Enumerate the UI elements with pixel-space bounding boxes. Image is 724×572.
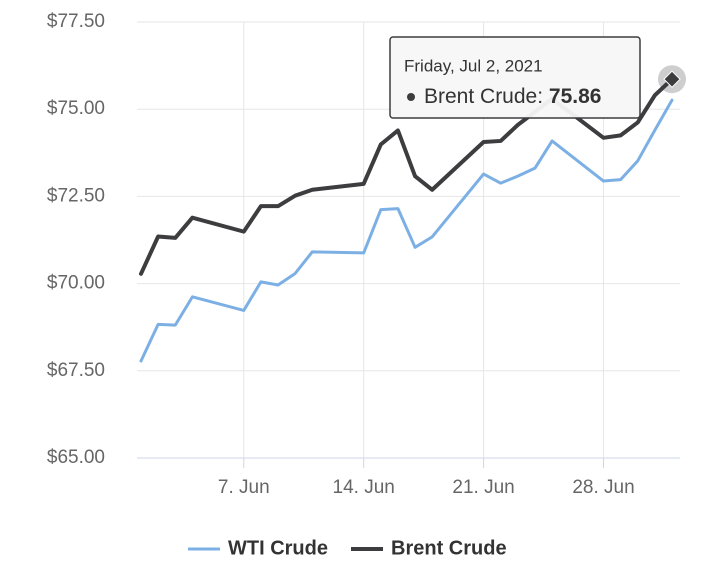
series-line: [139, 77, 674, 276]
tooltip-title: Friday, Jul 2, 2021: [404, 56, 543, 75]
x-tick-label: 7. Jun: [218, 477, 270, 498]
series-line: [139, 98, 674, 363]
tooltip-label: Brent Crude: 75.86: [424, 85, 601, 108]
tooltip-series: Brent Crude:: [424, 85, 543, 108]
y-tick-label: $75.00: [47, 98, 105, 119]
tooltip-dot: [407, 93, 415, 101]
legend-label: WTI Crude: [228, 537, 328, 559]
x-tick-label: 21. Jun: [452, 477, 514, 498]
tooltip-value: 75.86: [549, 85, 602, 108]
y-tick-label: $72.50: [47, 185, 105, 206]
y-tick-label: $77.50: [47, 11, 105, 32]
x-tick-label: 28. Jun: [572, 477, 634, 498]
hover-marker: [663, 70, 681, 88]
tooltip: Friday, Jul 2, 2021 Brent Crude: 75.86: [389, 36, 641, 119]
y-tick-label: $65.00: [47, 447, 105, 468]
y-tick-label: $67.50: [47, 360, 105, 381]
y-tick-label: $70.00: [47, 273, 105, 294]
x-tick-label: 14. Jun: [333, 477, 395, 498]
tooltip-box: [389, 36, 641, 119]
legend-label: Brent Crude: [391, 537, 507, 559]
